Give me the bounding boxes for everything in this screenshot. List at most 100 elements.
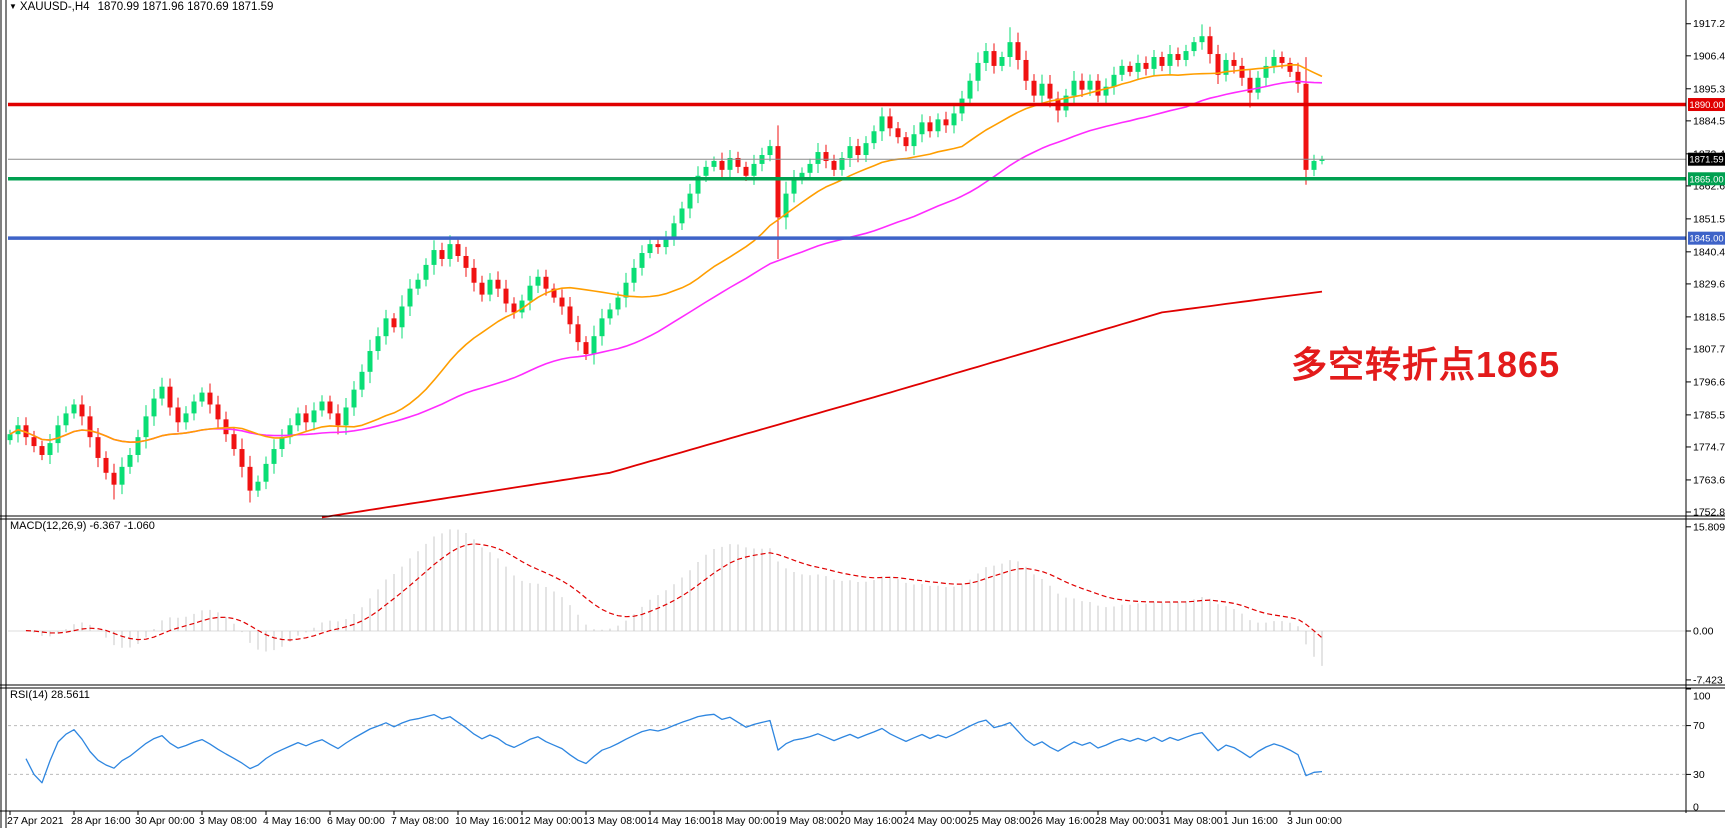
candlestick (279, 437, 285, 450)
candlestick (167, 386, 173, 408)
ma-mid-line (9, 80, 1323, 444)
candlestick (1287, 62, 1293, 72)
candlestick (535, 276, 541, 286)
macd-signal-line (25, 543, 1323, 641)
price-badge (1688, 152, 1725, 166)
price-axis-label: 1807.70 (1693, 343, 1725, 355)
time-axis-label: 28 May 00:00 (1095, 815, 1159, 827)
rsi-axis-label: 0 (1693, 802, 1699, 814)
candlestick (447, 244, 453, 259)
candlestick (607, 309, 613, 319)
candlestick (1175, 54, 1181, 60)
price-badge (1688, 98, 1725, 112)
candlestick (111, 472, 117, 485)
candlestick (351, 389, 357, 408)
candlestick (983, 51, 989, 63)
time-axis-label: 20 May 16:00 (839, 815, 903, 827)
candlestick (1039, 83, 1045, 96)
candlestick (1143, 62, 1149, 69)
candlestick (271, 449, 277, 464)
candlestick (151, 398, 157, 417)
candlestick (511, 303, 517, 313)
candlestick (127, 454, 133, 467)
candlestick (1127, 65, 1133, 72)
time-axis-label: 26 May 16:00 (1031, 815, 1095, 827)
price-axis-label: 1917.20 (1693, 18, 1725, 30)
candlestick (583, 342, 589, 354)
time-axis-label: 12 May 00:00 (519, 815, 583, 827)
candlestick (7, 434, 13, 441)
candlestick (327, 401, 333, 414)
candlestick (1207, 36, 1213, 55)
time-axis-label: 3 May 08:00 (199, 815, 257, 827)
candlestick (1103, 86, 1109, 96)
candlestick (1151, 57, 1157, 69)
time-axis-label: 19 May 08:00 (775, 815, 839, 827)
candlestick (951, 113, 957, 126)
chart-title: ▼ XAUUSD-,H4 1870.99 1871.96 1870.69 1871.… (9, 1, 273, 13)
candlestick (103, 457, 109, 473)
candlestick (575, 324, 581, 343)
candlestick (1119, 65, 1125, 75)
time-axis-label: 1 Jun 16:00 (1223, 815, 1278, 827)
candlestick (1279, 57, 1285, 63)
candlestick (1087, 80, 1093, 90)
price-badge-label: 1871.59 (1689, 155, 1723, 166)
candlestick (415, 279, 421, 289)
price-axis-label: 1774.70 (1693, 441, 1725, 453)
candlestick (175, 407, 181, 423)
rsi-axis-label: 100 (1693, 691, 1711, 703)
text-annotation[interactable]: 多空转折点1865 (1291, 344, 1561, 385)
candlestick (31, 437, 37, 447)
candlestick (895, 128, 901, 138)
candlestick (223, 419, 229, 435)
candlestick (519, 300, 525, 313)
macd-axis-label: 15.809 (1693, 521, 1725, 533)
price-badge (1688, 231, 1725, 245)
candlestick (1023, 59, 1029, 81)
candlestick (663, 238, 669, 248)
candlestick (551, 288, 557, 298)
candlestick (455, 244, 461, 256)
candlestick (559, 297, 565, 307)
candlestick (1007, 42, 1013, 58)
candlestick (143, 416, 149, 438)
candlestick (647, 244, 653, 254)
candlestick (287, 425, 293, 438)
candlestick (639, 253, 645, 268)
time-axis-label: 13 May 08:00 (583, 815, 647, 827)
candlestick (255, 481, 261, 491)
candlestick (751, 163, 757, 176)
candlestick (335, 413, 341, 426)
candlestick (727, 157, 733, 170)
candlestick (119, 466, 125, 485)
candlestick (1199, 36, 1205, 43)
time-axis-label: 24 May 00:00 (903, 815, 967, 827)
candlestick (423, 264, 429, 280)
candlestick (439, 250, 445, 259)
candlestick (431, 250, 437, 265)
candlestick (87, 416, 93, 438)
candlestick (1263, 65, 1269, 78)
candlestick (159, 386, 165, 399)
candlestick (79, 404, 85, 417)
time-axis-label: 10 May 16:00 (455, 815, 519, 827)
candlestick (1231, 59, 1237, 66)
candlestick (655, 244, 661, 248)
candlestick (1255, 77, 1261, 93)
candlestick (767, 146, 773, 156)
candlestick (991, 51, 997, 66)
candlestick (39, 446, 45, 455)
candlestick (807, 163, 813, 173)
price-axis-label: 1906.40 (1693, 50, 1725, 62)
candlestick (1271, 57, 1277, 66)
candlestick (495, 279, 501, 289)
candlestick (247, 466, 253, 491)
candlestick (599, 318, 605, 337)
price-axis-label: 1851.50 (1693, 213, 1725, 225)
candlestick (695, 175, 701, 194)
candlestick (975, 62, 981, 81)
time-axis-label: 30 Apr 00:00 (135, 815, 195, 827)
candlestick (591, 336, 597, 354)
